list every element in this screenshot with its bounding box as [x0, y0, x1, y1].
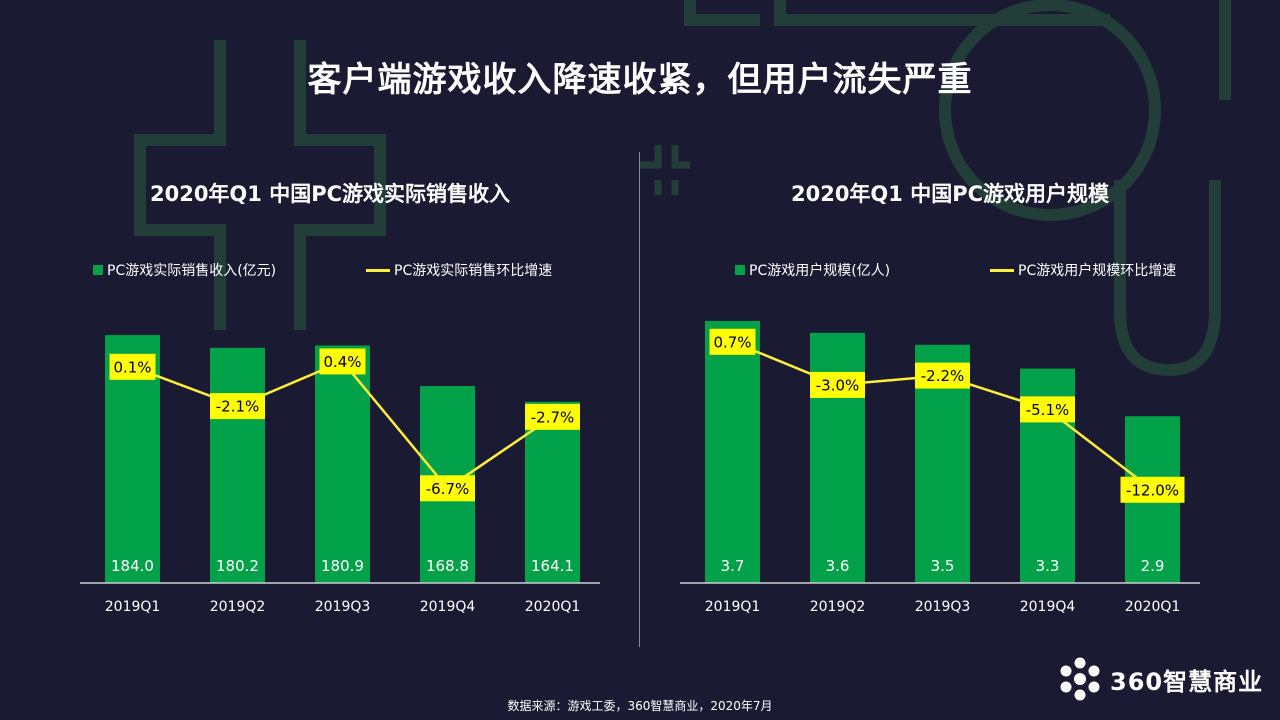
legend-item-revenue-line: PC游戏实际销售环比增速 — [366, 260, 552, 280]
bar-value-label: 3.5 — [931, 557, 955, 575]
x-tick-label: 2019Q4 — [420, 599, 476, 615]
bar — [315, 345, 370, 583]
logo-icon — [1060, 657, 1100, 701]
growth-label-box — [525, 403, 580, 430]
growth-label: -2.1% — [216, 398, 260, 416]
x-tick-label: 2019Q2 — [810, 599, 866, 615]
growth-label-box — [420, 475, 475, 502]
growth-label-box — [1120, 476, 1185, 503]
bar — [810, 332, 865, 583]
brand-logo: 360智慧商业 — [1056, 655, 1263, 703]
growth-label: -2.2% — [921, 367, 965, 385]
bar-value-label: 3.7 — [721, 557, 745, 575]
chart-divider — [639, 152, 640, 647]
x-tick-label: 2019Q3 — [315, 599, 371, 615]
legend-item-revenue-bar: PC游戏实际销售收入(亿元) — [93, 260, 276, 280]
bar — [525, 401, 580, 583]
growth-label: -12.0% — [1126, 481, 1179, 499]
bar-value-label: 168.8 — [426, 557, 469, 575]
bar-value-label: 164.1 — [531, 557, 574, 575]
growth-label-box — [109, 353, 156, 380]
legend-bar-swatch — [735, 265, 745, 275]
legend-item-users-line: PC游戏用户规模环比增速 — [990, 260, 1176, 280]
revenue-chart: 184.0 180.2 180.9 168.8 164.1 2019Q1 2019Q2 201… — [80, 335, 600, 615]
growth-label: -3.0% — [816, 376, 860, 394]
bar-value-label: 180.9 — [321, 557, 364, 575]
chart-title-revenue: 2020年Q1 中国PC游戏实际销售收入 — [149, 182, 511, 206]
growth-label: 0.1% — [113, 358, 151, 376]
x-tick-label: 2019Q2 — [210, 599, 266, 615]
legend-label: PC游戏用户规模(亿人) — [749, 263, 891, 279]
legend-label: PC游戏实际销售收入(亿元) — [107, 263, 277, 279]
data-source: 数据来源：游戏工委，360智慧商业，2020年7月 — [507, 699, 773, 713]
growth-label-box — [709, 328, 756, 355]
x-tick-label: 2019Q4 — [1020, 599, 1076, 615]
growth-label: 0.4% — [323, 353, 361, 371]
bar-value-label: 184.0 — [111, 557, 154, 575]
growth-label-box — [319, 348, 366, 375]
legend-line-swatch — [366, 268, 390, 272]
page-title: 客户端游戏收入降速收紧，但用户流失严重 — [307, 60, 973, 100]
legend-bar-swatch — [93, 265, 103, 275]
bar-value-label: 3.3 — [1036, 557, 1060, 575]
legend-item-users-bar: PC游戏用户规模(亿人) — [735, 260, 890, 280]
logo-text: 360智慧商业 — [1110, 667, 1264, 696]
bar — [705, 320, 760, 583]
x-tick-label: 2020Q1 — [1125, 599, 1181, 615]
x-tick-label: 2019Q3 — [915, 599, 971, 615]
growth-label-box — [1020, 396, 1075, 423]
bar-value-label: 2.9 — [1141, 557, 1165, 575]
users-chart: 3.7 3.6 3.5 3.3 2.9 2019Q1 2019Q2 2019Q3 2019Q4 2… — [680, 320, 1200, 615]
legend-label: PC游戏实际销售环比增速 — [394, 263, 553, 279]
x-tick-label: 2019Q1 — [105, 599, 161, 615]
legend-label: PC游戏用户规模环比增速 — [1018, 263, 1177, 279]
chart-title-users: 2020年Q1 中国PC游戏用户规模 — [790, 182, 1110, 206]
x-tick-label: 2019Q1 — [705, 599, 761, 615]
growth-label-box — [810, 371, 865, 398]
x-tick-label: 2020Q1 — [525, 599, 581, 615]
growth-label: 0.7% — [713, 333, 751, 351]
growth-label-box — [915, 362, 970, 389]
bar — [210, 347, 265, 583]
growth-label: -6.7% — [426, 480, 470, 498]
growth-label: -5.1% — [1026, 401, 1070, 419]
growth-label: -2.7% — [531, 408, 575, 426]
bar-value-label: 180.2 — [216, 557, 259, 575]
bar-value-label: 3.6 — [826, 557, 850, 575]
growth-label-box — [210, 393, 265, 420]
legend-line-swatch — [990, 268, 1014, 272]
